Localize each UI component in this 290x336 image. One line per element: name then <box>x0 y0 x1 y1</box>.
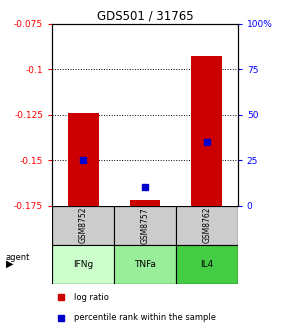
Bar <box>176 206 238 245</box>
Text: percentile rank within the sample: percentile rank within the sample <box>75 313 216 323</box>
Bar <box>130 200 160 206</box>
Text: TNFa: TNFa <box>134 260 156 269</box>
Bar <box>191 56 222 206</box>
Bar <box>52 206 114 245</box>
Text: GSM8762: GSM8762 <box>202 207 211 244</box>
Bar <box>114 245 176 284</box>
Text: GSM8757: GSM8757 <box>140 207 150 244</box>
Text: GSM8752: GSM8752 <box>79 207 88 244</box>
Title: GDS501 / 31765: GDS501 / 31765 <box>97 9 193 23</box>
Text: agent: agent <box>6 253 30 261</box>
Text: IL4: IL4 <box>200 260 213 269</box>
Bar <box>52 245 114 284</box>
Bar <box>114 206 176 245</box>
Text: ▶: ▶ <box>6 259 13 269</box>
Bar <box>176 245 238 284</box>
Text: log ratio: log ratio <box>75 293 109 302</box>
Text: IFNg: IFNg <box>73 260 93 269</box>
Bar <box>68 113 99 206</box>
